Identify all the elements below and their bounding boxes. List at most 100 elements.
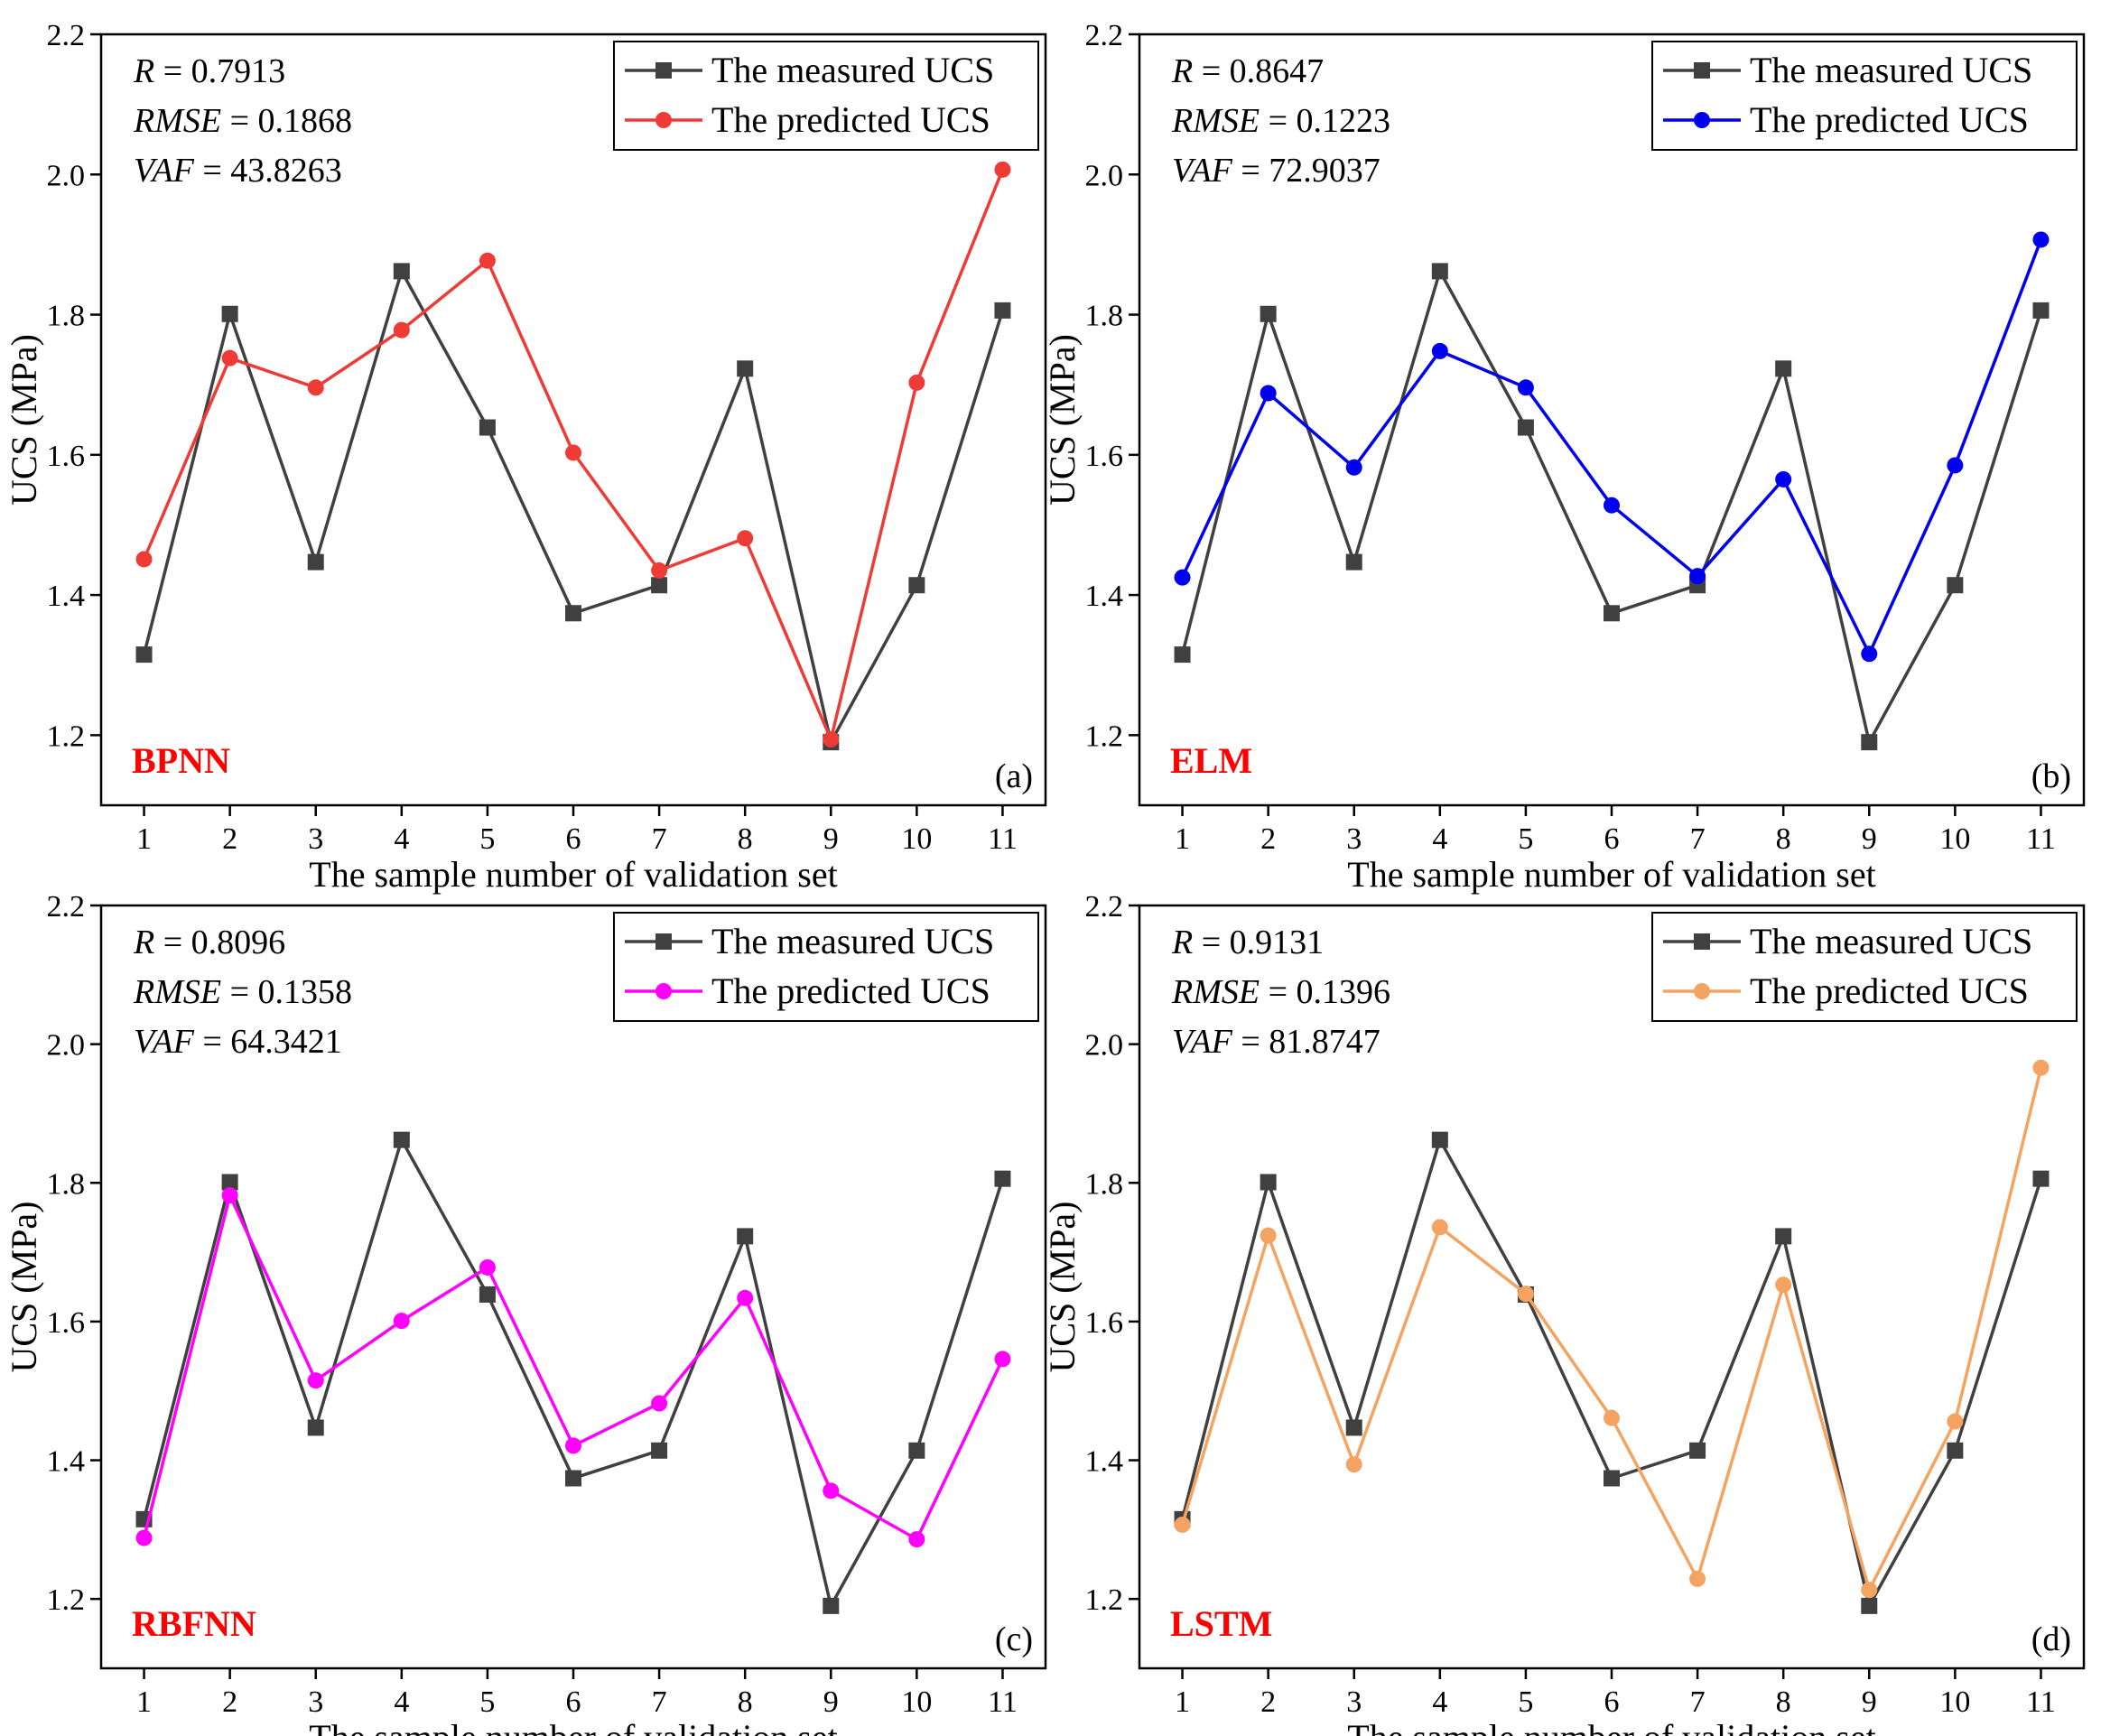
stat-r-value: 0.8647 <box>1230 52 1325 90</box>
series-1-point <box>1947 577 1964 594</box>
series-2-point <box>1345 1456 1362 1473</box>
stat-r: R = 0.7913 <box>133 52 285 90</box>
stat-rmse: RMSE = 0.1223 <box>1171 102 1390 140</box>
stat-vaf-value: 64.3421 <box>230 1023 342 1061</box>
x-tick-label: 5 <box>479 1685 495 1719</box>
x-tick-label: 11 <box>2026 1685 2056 1719</box>
series-2-point <box>1775 470 1792 487</box>
y-tick-label: 1.6 <box>1085 1306 1124 1340</box>
series-2-point <box>479 1258 496 1276</box>
stat-r: R = 0.8647 <box>1171 52 1324 90</box>
chart-panel-3: 1.2 1.4 1.6 1.8 2.0 2.2 1 2 3 4 5 6 7 8 9 10 11 The sampl… <box>4 890 1047 1736</box>
series-2-point <box>135 551 153 568</box>
series-2-point <box>565 444 581 461</box>
series-1-point <box>737 360 754 377</box>
x-tick-label: 5 <box>479 822 495 856</box>
series-1-point <box>1604 1470 1620 1487</box>
y-tick-label: 1.2 <box>47 719 86 753</box>
x-tick-label: 10 <box>1939 822 1970 856</box>
x-tick-label: 8 <box>1776 822 1791 856</box>
series-1-point <box>1517 419 1534 436</box>
legend-swatch-marker <box>655 62 672 79</box>
x-tick-label: 7 <box>1690 1685 1706 1719</box>
legend-swatch-marker <box>655 112 672 128</box>
legend-box <box>1651 41 2078 151</box>
panel-tag: (b) <box>2031 757 2071 795</box>
x-tick-label: 2 <box>1260 822 1276 856</box>
series-1-point <box>1345 553 1362 571</box>
series-2-point <box>1431 1219 1448 1236</box>
legend-label: The predicted UCS <box>1750 99 2029 140</box>
x-tick-label: 2 <box>222 1685 237 1719</box>
series-1-point <box>1260 1174 1277 1191</box>
series-2-point <box>1861 645 1878 663</box>
x-axis-title: The sample number of validation set <box>1347 854 1875 895</box>
x-tick-label: 1 <box>1175 822 1190 856</box>
series-1-point <box>1775 360 1792 377</box>
model-label: BPNN <box>132 740 230 781</box>
legend-label: The predicted UCS <box>1750 970 2029 1011</box>
x-tick-label: 8 <box>738 1685 753 1719</box>
x-tick-label: 10 <box>901 822 932 856</box>
x-tick-label: 4 <box>1432 1685 1447 1719</box>
stat-r-value: 0.9131 <box>1230 924 1325 961</box>
y-tick-label: 1.8 <box>47 1167 86 1201</box>
series-2-point <box>1604 1409 1620 1426</box>
stat-r-value: 0.7913 <box>191 52 286 90</box>
model-label: LSTM <box>1170 1603 1272 1644</box>
series-2-point <box>737 1289 754 1306</box>
series-line-1 <box>1180 1136 2043 1611</box>
x-tick-label: 2 <box>222 822 237 856</box>
x-axis-title: The sample number of validation set <box>309 1717 837 1736</box>
legend-swatch-marker <box>655 933 672 950</box>
x-tick-label: 8 <box>738 822 753 856</box>
series-1-point <box>2032 1170 2050 1187</box>
x-tick-label: 6 <box>1604 1685 1620 1719</box>
series-2-point <box>393 321 410 339</box>
x-tick-label: 4 <box>394 822 409 856</box>
series-line-1 <box>142 266 1005 747</box>
series-1-point <box>651 1442 668 1459</box>
x-tick-label: 8 <box>1776 1685 1791 1719</box>
series-2-point <box>651 562 668 579</box>
series-1-point <box>393 263 410 280</box>
series-1-point <box>1345 1419 1362 1436</box>
chart-panel-2: 1.2 1.4 1.6 1.8 2.0 2.2 1 2 3 4 5 6 7 8 9 10 11 The sampl… <box>1042 19 2086 895</box>
series-1-point <box>994 1170 1011 1187</box>
stat-rmse: RMSE = 0.1868 <box>133 102 352 140</box>
x-tick-label: 9 <box>823 822 839 856</box>
series-1-point <box>479 1286 496 1303</box>
panel-tag: (c) <box>995 1620 1033 1658</box>
legend-label: The measured UCS <box>1750 921 2032 961</box>
series-1-point <box>1861 734 1878 751</box>
stat-rmse-value: 0.1396 <box>1297 973 1391 1011</box>
y-tick-label: 2.2 <box>1085 19 1124 52</box>
y-tick-label: 1.4 <box>1085 1445 1124 1479</box>
y-axis-title: UCS (MPa) <box>4 1201 44 1372</box>
y-tick-label: 2.0 <box>1085 159 1124 192</box>
series-2-point <box>651 1395 668 1412</box>
y-tick-label: 1.2 <box>1085 719 1124 753</box>
stat-r: R = 0.8096 <box>133 924 285 961</box>
series-2-point <box>1775 1276 1792 1294</box>
series-1-point <box>393 1131 410 1148</box>
y-tick-label: 2.2 <box>47 890 86 924</box>
series-2-point <box>1947 457 1964 474</box>
y-tick-label: 2.2 <box>1085 890 1124 924</box>
legend-box <box>613 41 1039 151</box>
legend-label: The measured UCS <box>1750 50 2032 90</box>
x-tick-label: 2 <box>1260 1685 1276 1719</box>
series-2-point <box>1345 459 1362 476</box>
y-tick-label: 2.0 <box>47 159 86 192</box>
series-2-point <box>823 731 840 748</box>
series-1-point <box>737 1228 754 1245</box>
y-axis-title: UCS (MPa) <box>4 334 44 506</box>
x-tick-label: 7 <box>652 1685 667 1719</box>
series-2-point <box>994 161 1011 178</box>
series-2-point <box>1604 497 1620 514</box>
stat-vaf: VAF = 64.3421 <box>134 1023 342 1061</box>
legend-box <box>1651 912 2078 1022</box>
series-1-point <box>908 577 925 594</box>
series-line-2 <box>1180 238 2043 658</box>
